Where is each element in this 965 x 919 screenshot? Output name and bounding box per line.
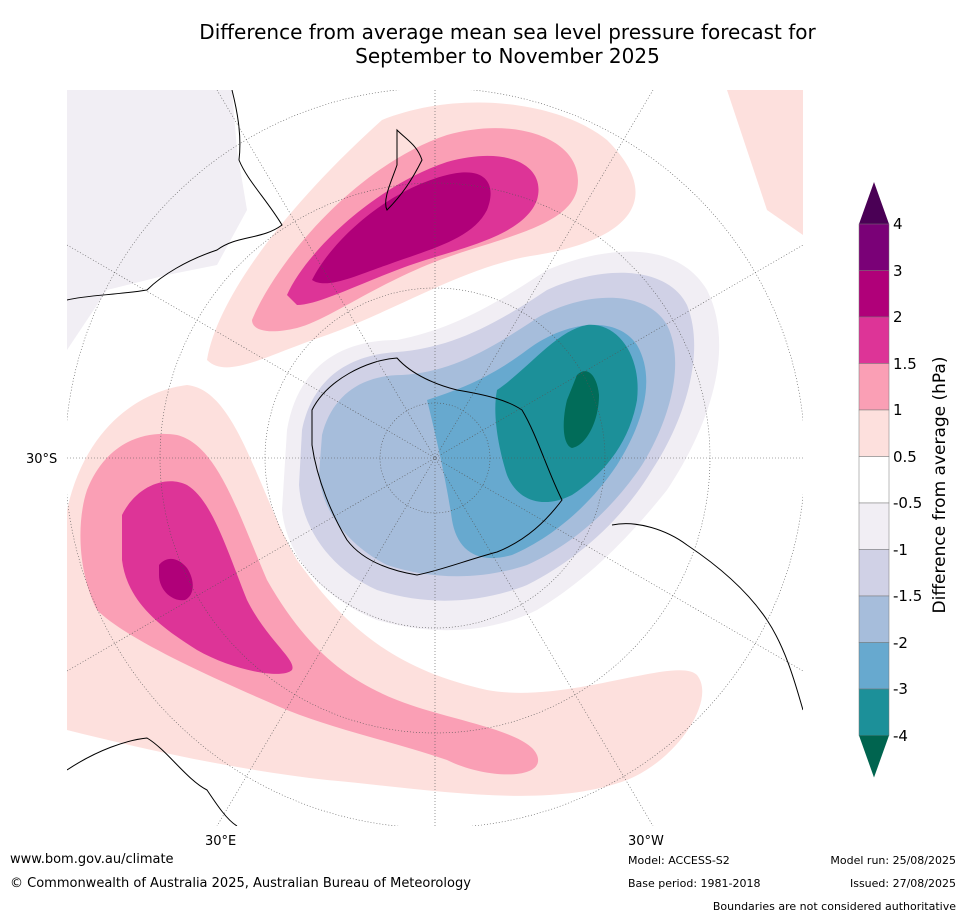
- colorbar-tick-label: -3: [893, 680, 908, 698]
- footer-disclaimer: Boundaries are not considered authoritat…: [712, 900, 956, 913]
- colorbar-tick-label: 4: [893, 215, 903, 233]
- colorbar-band: [858, 223, 890, 271]
- colorbar-band: [858, 316, 890, 364]
- colorbar-tick-label: -0.5: [893, 494, 923, 512]
- pacific-positive-fill: [727, 90, 803, 235]
- colorbar-band: [858, 409, 890, 457]
- colorbar-tick-label: -1.5: [893, 587, 923, 605]
- colorbar-band: [858, 595, 890, 643]
- chart-title: Difference from average mean sea level p…: [0, 20, 965, 68]
- colorbar-tick-label: -2: [893, 633, 908, 652]
- pressure-anomaly-map: [67, 90, 803, 826]
- colorbar-tick-label: 2: [893, 308, 903, 326]
- nz-positive-2-fill: [312, 172, 491, 284]
- colorbar-tick-label: 1: [893, 401, 903, 419]
- colorbar-label: Difference from average (hPa): [930, 356, 950, 614]
- africa-coastline: [67, 737, 238, 826]
- title-line-2: September to November 2025: [355, 44, 660, 68]
- colorbar-band: [858, 688, 890, 736]
- colorbar-band: [858, 642, 890, 690]
- graticule: [67, 90, 803, 826]
- lat-label-30s: 30°S: [26, 452, 58, 467]
- colorbar-band: [858, 502, 890, 550]
- title-line-1: Difference from average mean sea level p…: [199, 20, 816, 44]
- footer-issued: Issued: 27/08/2025: [849, 877, 956, 890]
- colorbar-band: [858, 549, 890, 597]
- colorbar-band: [858, 270, 890, 318]
- australia-coastline: [67, 90, 283, 301]
- footer-model-run: Model run: 25/08/2025: [830, 854, 956, 867]
- colorbar-tick-label: 1.5: [893, 354, 917, 373]
- australia-anomaly-fill: [67, 90, 247, 350]
- colorbar-band: [858, 456, 890, 504]
- lon-label-30w: 30°W: [628, 834, 664, 849]
- colorbar-over-triangle: [859, 182, 889, 224]
- lon-label-30e: 30°E: [205, 834, 237, 849]
- atlantic-positive-1.5-fill: [122, 481, 293, 674]
- map-panel[interactable]: [67, 90, 803, 826]
- antarctic-negative-4-fill: [563, 371, 599, 448]
- colorbar-tick-label: -1: [893, 540, 908, 559]
- coastlines: [67, 90, 803, 826]
- colorbar-tick-label: -4: [893, 726, 908, 745]
- footer-copyright: © Commonwealth of Australia 2025, Austra…: [10, 876, 471, 891]
- footer-base-period: Base period: 1981-2018: [628, 877, 761, 890]
- antarctica-coastline: [311, 357, 563, 576]
- footer-model: Model: ACCESS-S2: [628, 854, 730, 867]
- colorbar-tick-label: 3: [893, 261, 903, 280]
- footer-url[interactable]: www.bom.gov.au/climate: [10, 852, 174, 867]
- atlantic-positive-2-fill: [159, 558, 193, 601]
- colorbar-under-triangle: [859, 735, 889, 778]
- new-zealand-coastline: [385, 128, 423, 211]
- south-america-coastline: [611, 523, 803, 711]
- colorbar-band: [858, 363, 890, 411]
- colorbar-tick-label: 0.5: [893, 447, 917, 466]
